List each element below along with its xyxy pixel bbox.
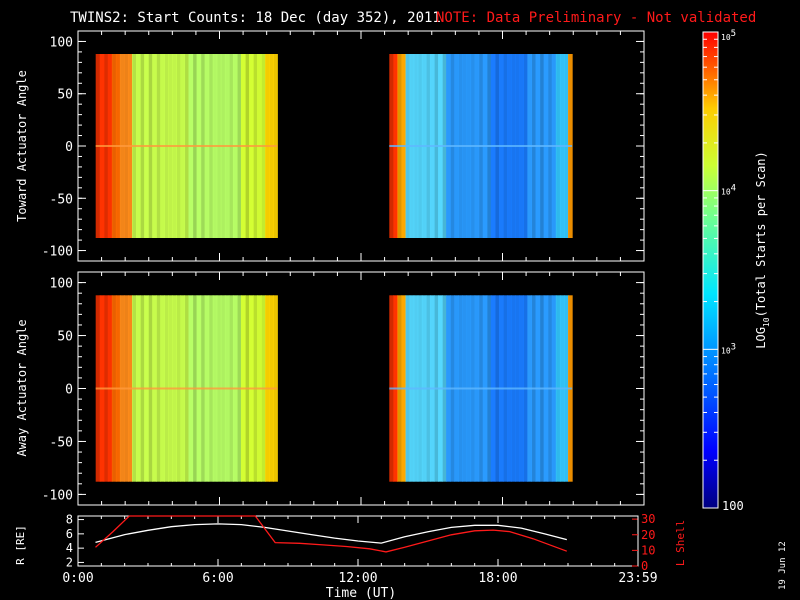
y-tick-label: -100 [42, 488, 73, 503]
colorbar-tick-label: 100 [722, 499, 744, 513]
lshell-ylabel: L Shell [674, 520, 687, 566]
away-angle-panel: 100 50 0 -50 -100 Away Actuator Angle [15, 271, 645, 506]
r-tick-label: 2 [66, 555, 73, 569]
time-xlabel: Time (UT) [326, 586, 396, 600]
lshell-tick-label: 20 [641, 528, 655, 542]
y-tick-label: -100 [42, 245, 73, 260]
time-tick-label: 0:00 [62, 571, 93, 586]
date-stamp: 19 Jun 12 [778, 541, 788, 590]
colorbar-tick-label: 103 [721, 342, 736, 355]
colorbar-gradient [702, 31, 719, 509]
lshell-tick-label: 10 [641, 543, 655, 557]
toward-angle-ylabel: Toward Actuator Angle [15, 70, 29, 222]
zero-angle-line [95, 387, 278, 390]
colorbar-label: LOG10(Total Starts per Scan) [754, 151, 771, 349]
y-tick-label: 0 [65, 383, 73, 398]
preliminary-note: NOTE: Data Preliminary - Not validated [436, 10, 756, 26]
data-block [95, 295, 278, 482]
colorbar-tick-label: 104 [721, 184, 736, 197]
y-tick-label: 100 [50, 35, 73, 50]
y-tick-label: -50 [50, 435, 73, 450]
r-tick-label: 4 [66, 541, 73, 555]
time-tick-label: 23:59 [618, 571, 657, 586]
y-tick-label: 0 [65, 140, 73, 155]
zero-angle-line [95, 145, 278, 147]
r-tick-label: 8 [66, 513, 73, 527]
data-block [389, 295, 573, 482]
toward-angle-panel: 100 50 0 -50 -100 Toward Actuator Angle [15, 30, 645, 262]
colorbar: 105 104 103 100 LOG10(Total Starts per Scan… [702, 29, 771, 513]
y-tick-label: -50 [50, 192, 73, 207]
away-angle-ylabel: Away Actuator Angle [15, 319, 29, 456]
lshell-series-line [95, 515, 568, 553]
r-ylabel: R [RE] [14, 525, 27, 565]
zero-angle-line [389, 387, 573, 390]
time-tick-label: 12:00 [338, 571, 377, 586]
y-tick-label: 100 [50, 277, 73, 292]
lshell-tick-label: 0 [641, 559, 648, 573]
data-block [389, 54, 573, 238]
y-tick-label: 50 [57, 330, 73, 345]
zero-angle-line [389, 145, 573, 147]
lshell-tick-label: 30 [641, 512, 655, 526]
data-block [95, 54, 278, 238]
time-tick-label: 18:00 [478, 571, 517, 586]
colorbar-tick-label: 105 [721, 29, 736, 42]
r-tick-label: 6 [66, 527, 73, 541]
r-series-line [95, 523, 567, 544]
chart-title: TWINS2: Start Counts: 18 Dec (day 352), … [70, 10, 441, 26]
y-tick-label: 50 [57, 88, 73, 103]
time-tick-label: 6:00 [202, 571, 233, 586]
